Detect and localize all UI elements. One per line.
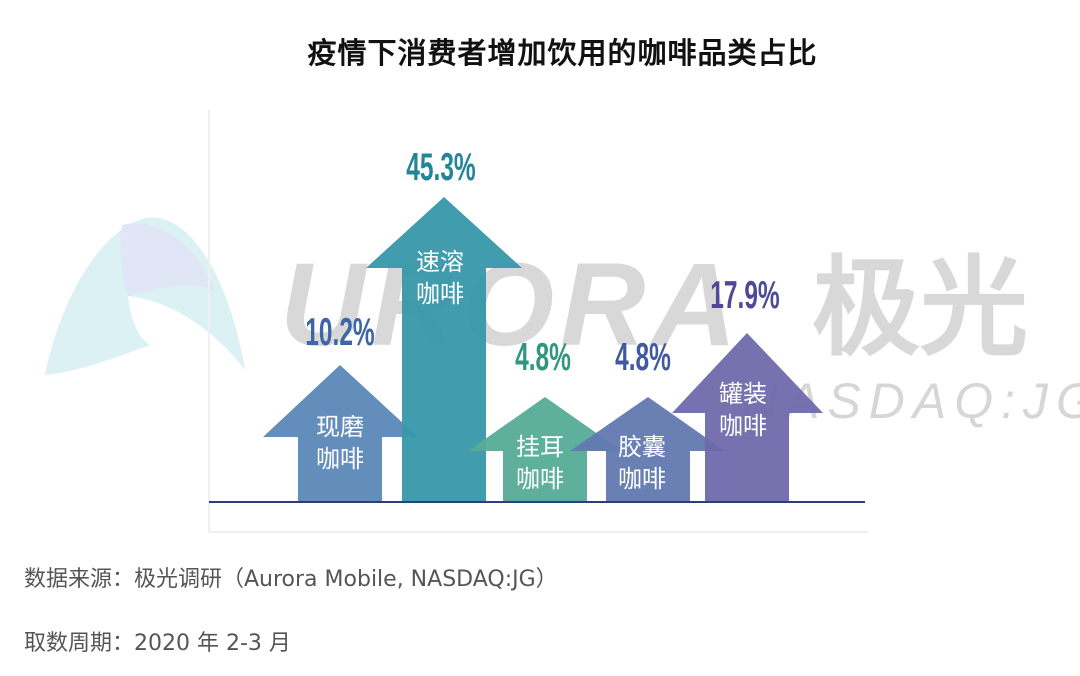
aurora-logo-icon xyxy=(45,217,245,375)
data-source-note: 数据来源：极光调研（Aurora Mobile, NASDAQ:JG） xyxy=(24,567,558,592)
bar-label-line2: 咖啡 xyxy=(618,465,666,493)
value-label: 10.2% xyxy=(305,309,374,353)
bar-label-line1: 罐装 xyxy=(719,380,767,408)
watermark-brand-cn: 极光 xyxy=(812,246,1028,371)
bar-胶囊咖啡: 胶囊 咖啡 4.8% xyxy=(570,334,725,502)
bar-现磨咖啡: 现磨 咖啡 10.2% xyxy=(263,309,418,502)
bar-罐装咖啡: 罐装 咖啡 17.9% xyxy=(672,272,823,502)
bar-速溶咖啡: 速溶 咖啡 45.3% xyxy=(366,144,522,502)
value-label: 45.3% xyxy=(406,144,475,188)
bar-挂耳咖啡: 挂耳 咖啡 4.8% xyxy=(468,334,622,502)
bar-label-line2: 咖啡 xyxy=(416,280,464,308)
bar-label-line1: 胶囊 xyxy=(618,433,666,461)
bar-label-line1: 现磨 xyxy=(316,413,364,441)
value-label: 17.9% xyxy=(710,272,779,316)
value-label: 4.8% xyxy=(615,334,671,378)
bar-label-line2: 咖啡 xyxy=(516,465,564,493)
bar-label-line1: 挂耳 xyxy=(516,433,564,461)
data-period-note: 取数周期：2020 年 2-3 月 xyxy=(24,631,291,656)
bar-label-line2: 咖啡 xyxy=(719,412,767,440)
value-label: 4.8% xyxy=(515,334,571,378)
bar-label-line1: 速溶 xyxy=(416,248,464,276)
bar-label-line2: 咖啡 xyxy=(316,445,364,473)
chart-title: 疫情下消费者增加饮用的咖啡品类占比 xyxy=(307,36,818,70)
